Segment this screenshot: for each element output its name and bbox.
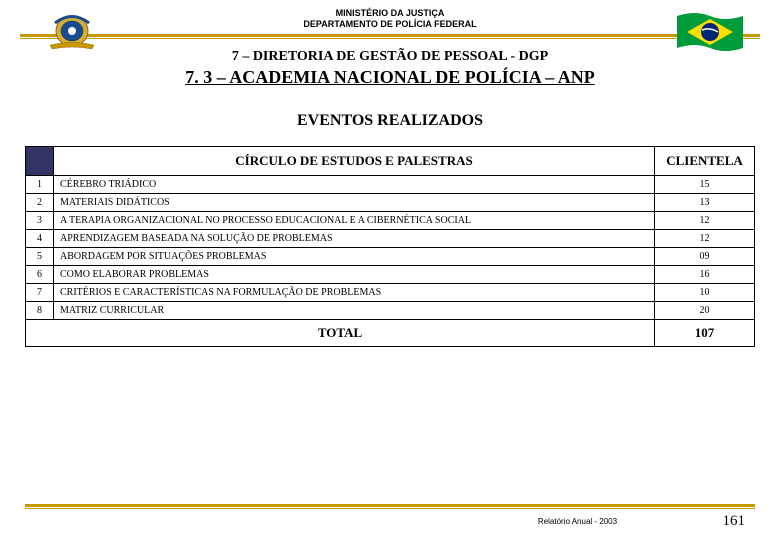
table-row: 4 APRENDIZAGEM BASEADA NA SOLUÇÃO DE PRO… (26, 229, 755, 247)
section-title: 7 – DIRETORIA DE GESTÃO DE PESSOAL - DGP (0, 49, 780, 65)
row-val: 20 (655, 301, 755, 319)
table-row: 8 MATRIZ CURRICULAR 20 (26, 301, 755, 319)
row-index: 4 (26, 229, 54, 247)
row-index: 1 (26, 175, 54, 193)
page-number: 161 (685, 513, 745, 530)
table-row: 2 MATERIAIS DIDÁTICOS 13 (26, 193, 755, 211)
total-row: TOTAL 107 (26, 319, 755, 346)
table-row: 7 CRITÉRIOS E CARACTERÍSTICAS NA FORMULA… (26, 283, 755, 301)
footer-report: Relatório Anual - 2003 (250, 517, 685, 526)
department-line: DEPARTAMENTO DE POLÍCIA FEDERAL (20, 19, 760, 30)
header-circulo: CÍRCULO DE ESTUDOS E PALESTRAS (54, 146, 655, 175)
row-index: 7 (26, 283, 54, 301)
row-val: 15 (655, 175, 755, 193)
events-title: EVENTOS REALIZADOS (0, 112, 780, 130)
footer-divider (25, 504, 755, 509)
main-title: 7. 3 – ACADEMIA NACIONAL DE POLÍCIA – AN… (0, 67, 780, 88)
table-header-row: CÍRCULO DE ESTUDOS E PALESTRAS CLIENTELA (26, 146, 755, 175)
brazil-flag-icon (675, 8, 745, 56)
row-index: 3 (26, 211, 54, 229)
row-desc: CÉREBRO TRIÁDICO (54, 175, 655, 193)
table-row: 6 COMO ELABORAR PROBLEMAS 16 (26, 265, 755, 283)
row-desc: CRITÉRIOS E CARACTERÍSTICAS NA FORMULAÇÃ… (54, 283, 655, 301)
row-desc: A TERAPIA ORGANIZACIONAL NO PROCESSO EDU… (54, 211, 655, 229)
footer-row: Relatório Anual - 2003 161 (25, 513, 755, 530)
police-emblem-icon (45, 5, 100, 50)
row-desc: APRENDIZAGEM BASEADA NA SOLUÇÃO DE PROBL… (54, 229, 655, 247)
footer: Relatório Anual - 2003 161 (0, 504, 780, 530)
row-val: 16 (655, 265, 755, 283)
ministry-line: MINISTÉRIO DA JUSTIÇA (20, 8, 760, 19)
table-row: 3 A TERAPIA ORGANIZACIONAL NO PROCESSO E… (26, 211, 755, 229)
row-desc: ABORDAGEM POR SITUAÇÕES PROBLEMAS (54, 247, 655, 265)
events-table: CÍRCULO DE ESTUDOS E PALESTRAS CLIENTELA… (25, 146, 755, 347)
row-index: 2 (26, 193, 54, 211)
row-desc: MATRIZ CURRICULAR (54, 301, 655, 319)
row-val: 09 (655, 247, 755, 265)
row-index: 8 (26, 301, 54, 319)
header-clientela: CLIENTELA (655, 146, 755, 175)
table-row: 1 CÉREBRO TRIÁDICO 15 (26, 175, 755, 193)
row-val: 10 (655, 283, 755, 301)
row-index: 6 (26, 265, 54, 283)
row-val: 13 (655, 193, 755, 211)
total-val: 107 (655, 319, 755, 346)
table-row: 5 ABORDAGEM POR SITUAÇÕES PROBLEMAS 09 (26, 247, 755, 265)
row-val: 12 (655, 229, 755, 247)
row-desc: COMO ELABORAR PROBLEMAS (54, 265, 655, 283)
row-val: 12 (655, 211, 755, 229)
row-desc: MATERIAIS DIDÁTICOS (54, 193, 655, 211)
total-label: TOTAL (26, 319, 655, 346)
header-corner (26, 146, 54, 175)
row-index: 5 (26, 247, 54, 265)
header: MINISTÉRIO DA JUSTIÇA DEPARTAMENTO DE PO… (0, 0, 780, 30)
header-divider (20, 34, 760, 39)
